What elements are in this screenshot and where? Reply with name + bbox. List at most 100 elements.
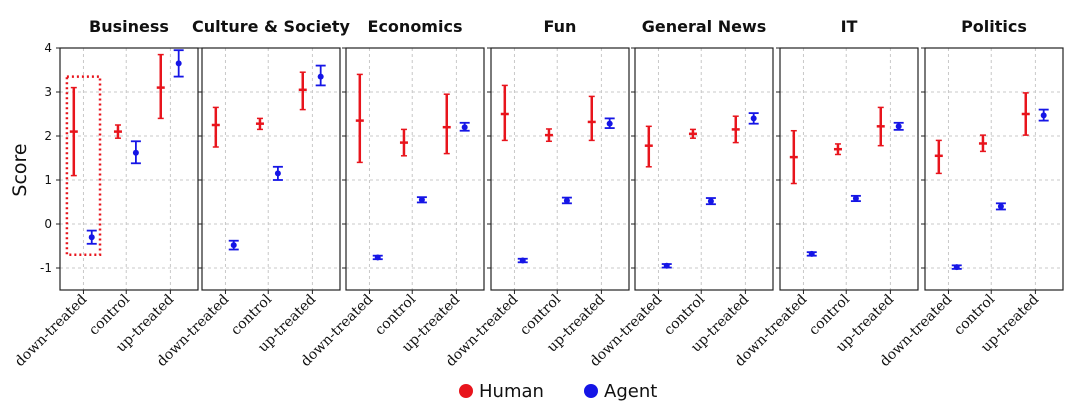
panel-background <box>925 48 1063 290</box>
panel-frame <box>59 47 199 291</box>
y-tick-label: -1 <box>40 261 52 275</box>
y-tick-label: 1 <box>44 173 52 187</box>
human-errorbar <box>1021 92 1030 136</box>
agent-mean-marker <box>461 124 468 131</box>
panel-title: Business <box>89 17 169 36</box>
agent-mean-marker <box>895 123 902 130</box>
panel-frame <box>345 47 485 291</box>
agent-errorbar <box>86 229 97 245</box>
panel-frame <box>490 47 630 291</box>
agent-errorbar <box>416 196 427 204</box>
legend-marker <box>459 384 473 398</box>
panel-title: IT <box>841 17 858 36</box>
agent-mean-marker <box>175 60 182 67</box>
human-errorbar <box>644 125 653 168</box>
agent-mean-marker <box>707 198 714 205</box>
panel-title: Culture & Society <box>192 17 350 36</box>
panel-frame <box>779 47 919 291</box>
agent-errorbar <box>604 117 615 129</box>
agent-errorbar <box>173 49 184 78</box>
agent-errorbar <box>272 165 283 181</box>
agent-mean-marker <box>274 170 281 177</box>
human-errorbar <box>876 106 885 147</box>
human-errorbar <box>789 129 798 185</box>
agent-errorbar <box>372 254 383 261</box>
y-tick-label: 0 <box>44 217 52 231</box>
y-tick-label: 2 <box>44 129 52 143</box>
highlight-box <box>65 75 102 257</box>
legend: Human Agent <box>459 381 657 402</box>
agent-mean-marker <box>997 203 1004 210</box>
y-axis-label-group: Score <box>9 143 31 196</box>
agent-mean-marker <box>1040 112 1047 119</box>
agent-errorbar <box>661 262 672 269</box>
agent-errorbar <box>130 140 141 165</box>
human-errorbar <box>255 117 264 131</box>
panel-frame <box>924 47 1064 291</box>
agent-mean-marker <box>852 195 859 202</box>
y-tick-labels: -1 0 1 2 3 4 <box>40 41 52 275</box>
agent-mean-marker <box>563 197 570 204</box>
legend-label: Agent <box>604 381 657 402</box>
human-errorbar <box>442 93 451 155</box>
human-errorbar <box>587 95 596 142</box>
panel-background <box>346 48 484 290</box>
agent-errorbar <box>459 121 470 132</box>
y-tick-label: 4 <box>44 41 52 55</box>
agent-errorbar <box>893 121 904 131</box>
human-errorbar <box>978 134 987 153</box>
human-errorbar <box>355 73 364 164</box>
agent-errorbar <box>995 202 1006 211</box>
agent-errorbar <box>951 264 962 271</box>
human-errorbar <box>211 106 220 148</box>
agent-mean-marker <box>418 196 425 203</box>
human-errorbar <box>833 143 842 156</box>
agent-mean-marker <box>750 115 757 122</box>
panel-background <box>635 48 773 290</box>
agent-errorbar <box>850 194 861 203</box>
legend-item-human: Human <box>459 381 544 402</box>
panel-title: Economics <box>368 17 463 36</box>
panel-background <box>202 48 340 290</box>
legend-marker <box>584 384 598 398</box>
agent-mean-marker <box>88 234 95 241</box>
human-errorbar <box>688 128 697 139</box>
human-errorbar <box>113 124 122 139</box>
panel-title: Politics <box>961 17 1027 36</box>
panel-frame <box>201 47 341 291</box>
panel-title: Fun <box>544 17 577 36</box>
agent-errorbar <box>806 250 817 257</box>
agent-errorbar <box>228 239 239 251</box>
agent-errorbar <box>705 197 716 206</box>
panel-background <box>491 48 629 290</box>
agent-errorbar <box>1038 108 1049 122</box>
agent-mean-marker <box>374 254 381 261</box>
human-errorbar <box>731 115 740 144</box>
agent-errorbar <box>517 257 528 264</box>
human-errorbar <box>934 139 943 175</box>
human-errorbar <box>544 128 553 143</box>
agent-mean-marker <box>230 242 237 249</box>
human-errorbar <box>500 84 509 142</box>
human-errorbar <box>298 71 307 111</box>
agent-errorbar <box>315 64 326 87</box>
agent-mean-marker <box>606 120 613 127</box>
human-errorbar <box>69 86 78 177</box>
legend-item-agent: Agent <box>584 381 657 402</box>
human-errorbar <box>399 128 408 157</box>
panel-background <box>780 48 918 290</box>
human-errorbar <box>156 53 165 120</box>
agent-mean-marker <box>953 264 960 271</box>
panel-frame <box>634 47 774 291</box>
agent-mean-marker <box>132 149 139 156</box>
agent-errorbar <box>748 112 759 125</box>
y-axis-label: Score <box>9 143 31 196</box>
agent-mean-marker <box>663 262 670 269</box>
agent-mean-marker <box>519 257 526 264</box>
agent-errorbar <box>561 196 572 205</box>
x-tick-label: down-treated <box>12 291 90 369</box>
agent-mean-marker <box>808 250 815 257</box>
y-tick-label: 3 <box>44 85 52 99</box>
